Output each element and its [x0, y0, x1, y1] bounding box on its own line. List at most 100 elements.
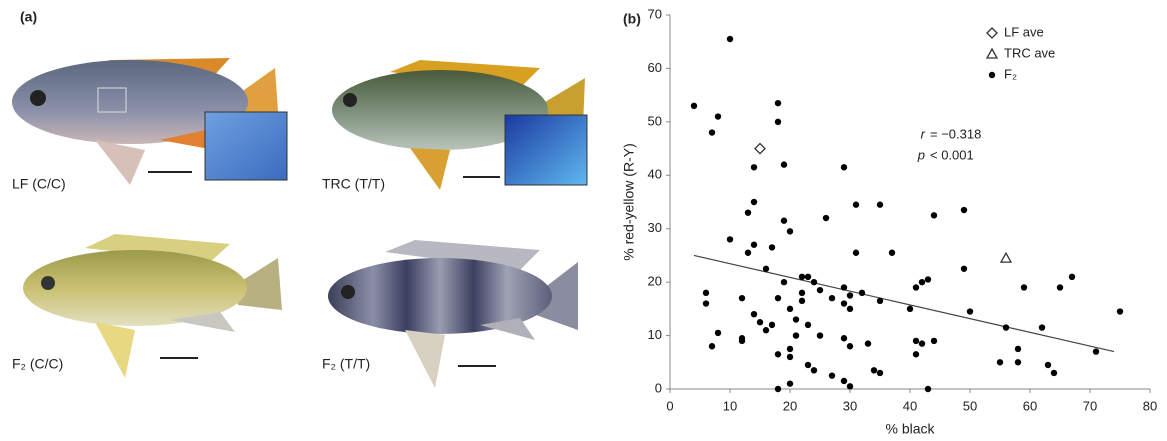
point — [1039, 324, 1045, 330]
x-tick-label: 70 — [1083, 398, 1097, 413]
point — [793, 316, 799, 322]
point — [703, 290, 709, 296]
point — [727, 36, 733, 42]
point — [913, 284, 919, 290]
y-tick-label: 50 — [648, 113, 662, 128]
point — [1001, 253, 1011, 262]
x-tick-label: 60 — [1023, 398, 1037, 413]
point — [781, 161, 787, 167]
point — [1051, 370, 1057, 376]
point — [925, 276, 931, 282]
legend-marker — [987, 28, 997, 38]
legend-marker — [987, 49, 997, 58]
y-tick-label: 0 — [655, 380, 662, 395]
point — [787, 354, 793, 360]
point — [787, 228, 793, 234]
point — [769, 244, 775, 250]
y-tick-label: 30 — [648, 220, 662, 235]
point — [763, 266, 769, 272]
point — [931, 338, 937, 344]
point — [727, 236, 733, 242]
legend-label: LF ave — [1004, 24, 1044, 39]
annotation: = −0.318 — [930, 126, 981, 141]
point — [691, 103, 697, 109]
point — [805, 362, 811, 368]
x-tick-label: 10 — [723, 398, 737, 413]
panel-label: (b) — [623, 11, 641, 27]
point — [967, 308, 973, 314]
point — [745, 209, 751, 215]
point — [739, 295, 745, 301]
y-axis-label: % red-yellow (R-Y) — [621, 143, 637, 260]
point — [847, 292, 853, 298]
legend-label: TRC ave — [1004, 45, 1055, 60]
x-axis-label: % black — [885, 421, 935, 437]
point — [919, 279, 925, 285]
fit-line — [694, 255, 1114, 351]
point — [775, 119, 781, 125]
point — [817, 332, 823, 338]
point — [817, 287, 823, 293]
point — [841, 378, 847, 384]
point — [1057, 284, 1063, 290]
point — [775, 351, 781, 357]
point — [841, 284, 847, 290]
fish-photo — [332, 60, 587, 190]
point — [775, 295, 781, 301]
point — [877, 201, 883, 207]
point — [745, 250, 751, 256]
point — [775, 100, 781, 106]
x-tick-label: 30 — [843, 398, 857, 413]
point — [799, 274, 805, 280]
point — [751, 242, 757, 248]
fish-label: F₂ (T/T) — [322, 356, 370, 372]
point — [841, 335, 847, 341]
point — [787, 306, 793, 312]
point — [853, 201, 859, 207]
point — [847, 383, 853, 389]
fish-label: TRC (T/T) — [322, 176, 385, 192]
point — [829, 372, 835, 378]
x-tick-label: 50 — [963, 398, 977, 413]
fish-label: LF (C/C) — [12, 176, 66, 192]
fish-label: F₂ (C/C) — [12, 356, 63, 372]
point — [787, 380, 793, 386]
point — [889, 250, 895, 256]
point — [751, 199, 757, 205]
panel-label: (a) — [20, 9, 37, 25]
point — [913, 338, 919, 344]
point — [739, 338, 745, 344]
point — [1045, 362, 1051, 368]
point — [847, 343, 853, 349]
point — [769, 322, 775, 328]
x-tick-label: 20 — [783, 398, 797, 413]
point — [841, 164, 847, 170]
point — [877, 298, 883, 304]
panel-b: (b) % black % red-yellow (R-Y) r = −0.31… — [621, 6, 1158, 436]
point — [805, 274, 811, 280]
point — [709, 129, 715, 135]
fish-photo — [12, 58, 287, 185]
point — [781, 218, 787, 224]
point — [871, 367, 877, 373]
y-tick-label: 40 — [648, 167, 662, 182]
x-tick-label: 0 — [666, 398, 673, 413]
point — [811, 279, 817, 285]
point — [823, 215, 829, 221]
legend-marker — [989, 72, 995, 78]
point — [799, 290, 805, 296]
point — [907, 306, 913, 312]
point — [805, 322, 811, 328]
point — [763, 327, 769, 333]
point — [775, 386, 781, 392]
point — [755, 144, 765, 154]
point — [865, 340, 871, 346]
point — [1021, 284, 1027, 290]
point — [997, 359, 1003, 365]
x-tick-label: 80 — [1143, 398, 1157, 413]
point — [787, 346, 793, 352]
point — [847, 306, 853, 312]
point — [715, 330, 721, 336]
point — [715, 113, 721, 119]
point — [829, 295, 835, 301]
